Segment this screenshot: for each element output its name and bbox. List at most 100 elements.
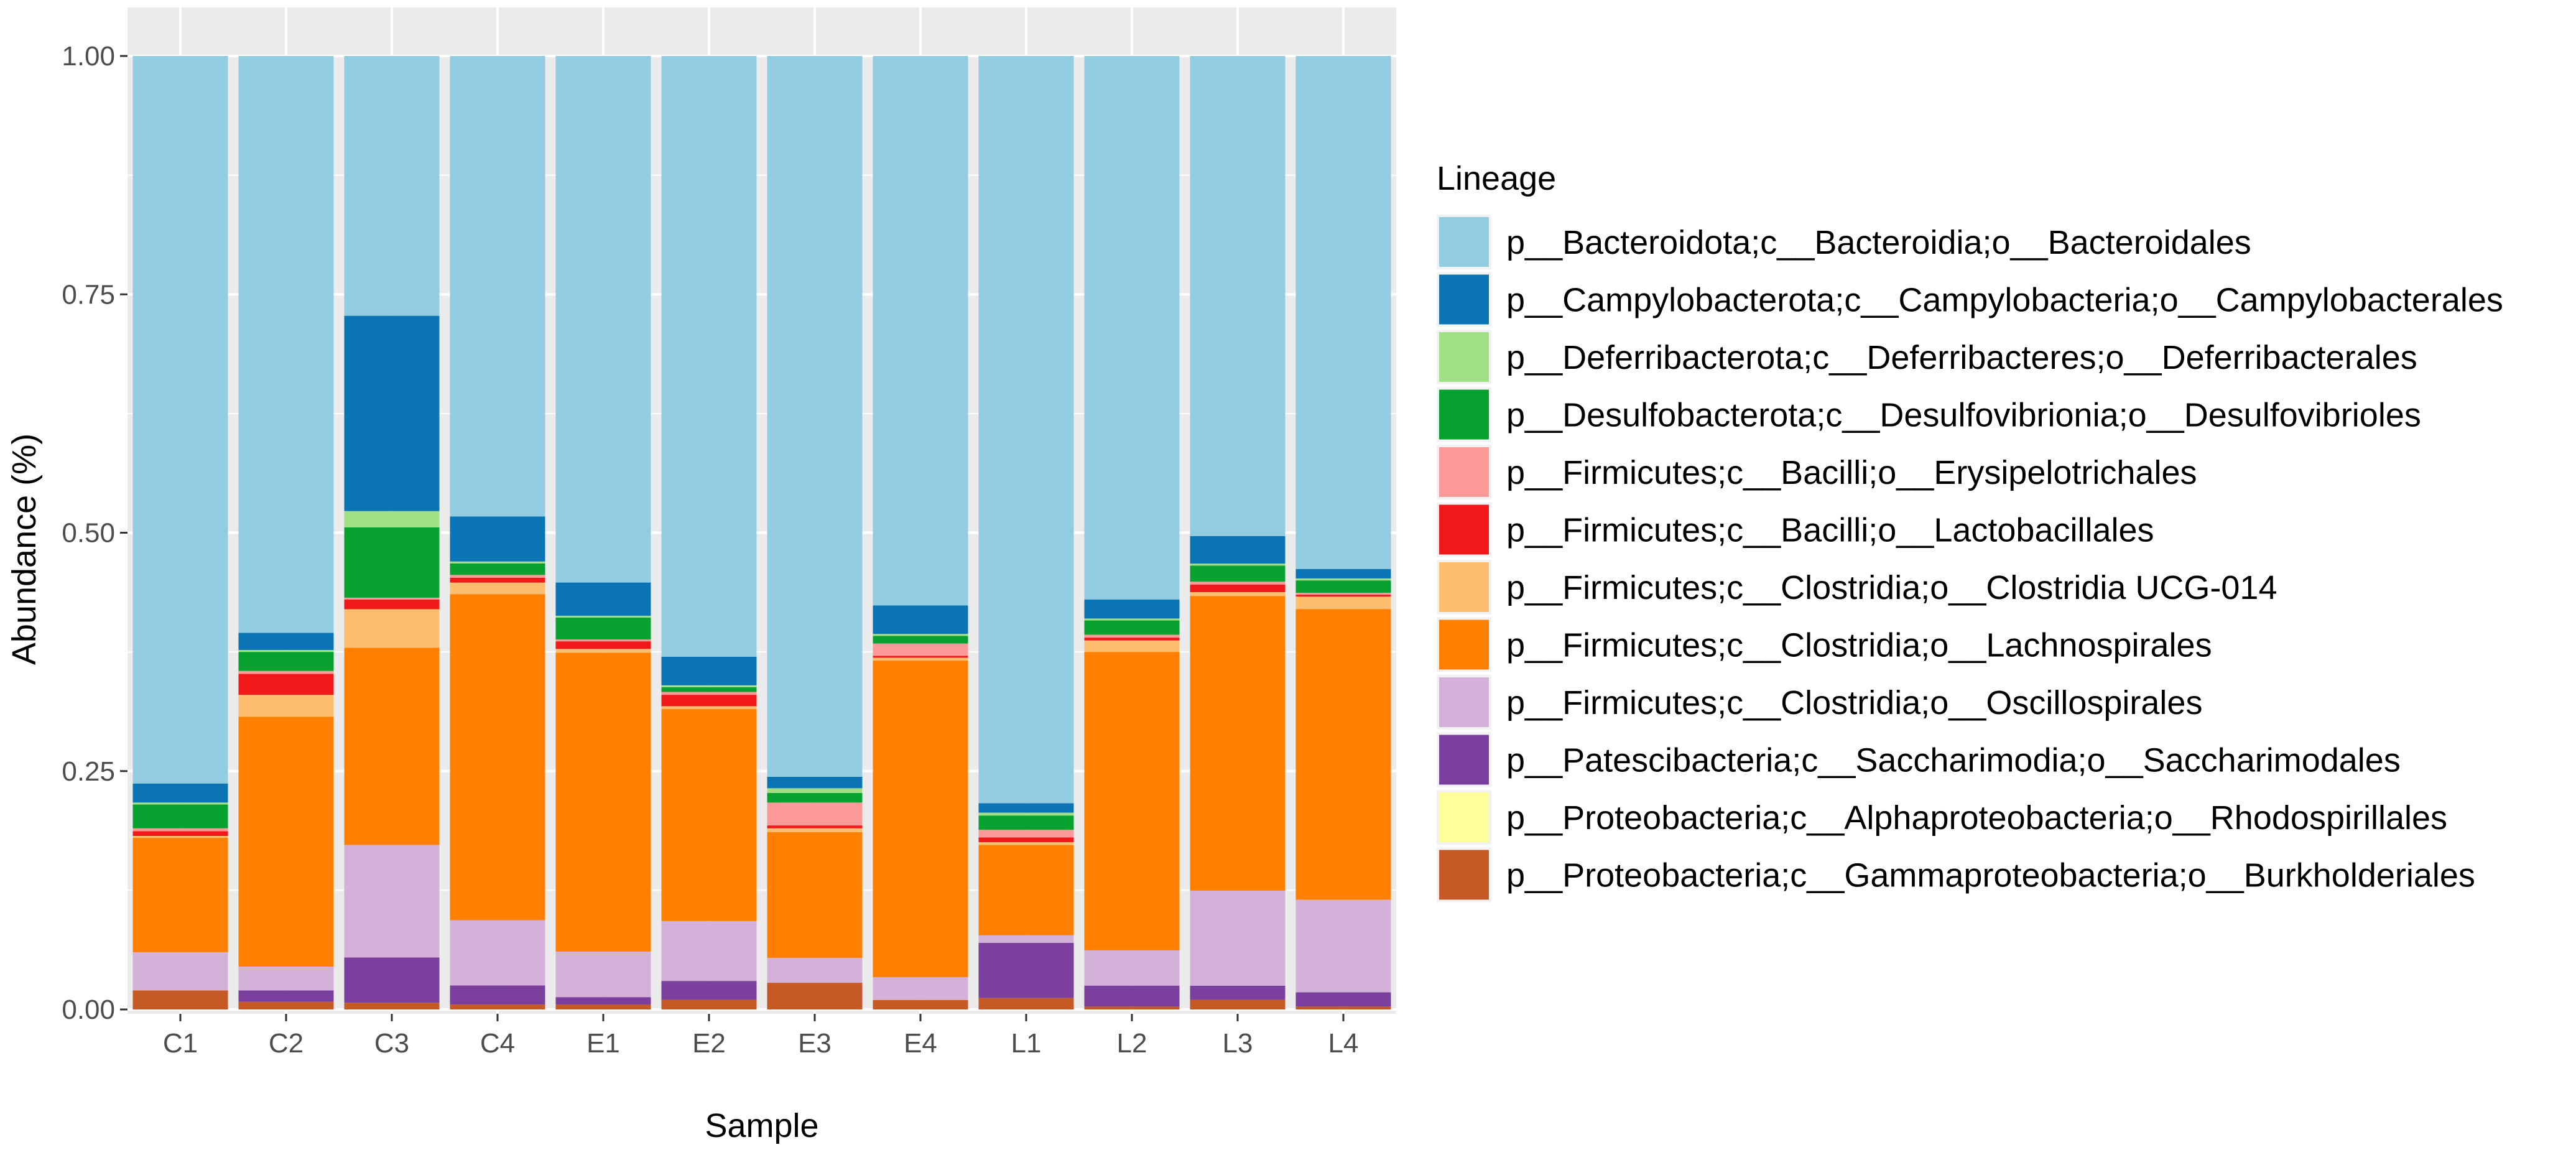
bar-stack-c4 <box>450 56 545 1009</box>
bar-segment <box>978 998 1074 1009</box>
bar-segment <box>132 828 228 832</box>
y-axis: 0.00 0.25 0.50 0.75 1.00 <box>62 41 127 1025</box>
bar-stack-e2 <box>661 56 757 1009</box>
x-tick-label: C2 <box>269 1028 303 1059</box>
legend-label: p__Bacteroidota;c__Bacteroidia;o__Bacter… <box>1506 224 2251 261</box>
bar-segment <box>661 692 757 695</box>
bars <box>132 56 1391 1009</box>
bar-stack-c3 <box>344 56 440 1009</box>
bar-segment <box>450 516 545 562</box>
bar-stack-e4 <box>873 56 968 1009</box>
bar-segment <box>555 649 651 653</box>
bar-segment <box>1084 950 1180 986</box>
bar-segment <box>555 997 651 1005</box>
bar-segment <box>344 609 440 648</box>
legend-item: p__Desulfobacterota;c__Desulfovibrionia;… <box>1437 387 2421 442</box>
bar-segment <box>873 56 968 606</box>
bar-segment <box>132 804 228 828</box>
y-tick-label: 0.75 <box>62 279 115 310</box>
bar-segment <box>1295 568 1391 579</box>
bar-segment <box>978 830 1074 838</box>
bar-segment <box>767 983 863 1009</box>
legend-swatch <box>1439 274 1489 325</box>
legend-label: p__Deferribacterota;c__Deferribacteres;o… <box>1506 339 2417 376</box>
bar-segment <box>238 674 334 695</box>
bar-segment <box>1190 1000 1286 1009</box>
bar-segment <box>1295 578 1391 581</box>
x-tick-label: E3 <box>798 1028 832 1059</box>
bar-segment <box>555 1004 651 1009</box>
bar-segment <box>661 709 757 921</box>
bar-segment <box>767 828 863 832</box>
legend-item: p__Campylobacterota;c__Campylobacteria;o… <box>1437 272 2503 327</box>
bar-segment <box>1084 618 1180 621</box>
bar-segment <box>1295 595 1391 597</box>
bar-segment <box>238 695 334 717</box>
bar-segment <box>978 935 1074 944</box>
bar-segment <box>978 837 1074 842</box>
bar-segment <box>1084 638 1180 641</box>
bar-segment <box>344 1003 440 1009</box>
bar-segment <box>450 582 545 595</box>
bar-segment <box>450 563 545 575</box>
y-tick-label: 0.00 <box>62 995 115 1025</box>
bar-segment <box>873 605 968 634</box>
bar-segment <box>1190 890 1286 986</box>
legend-item: p__Patescibacteria;c__Saccharimodia;o__S… <box>1437 732 2401 787</box>
legend-swatch <box>1439 735 1489 785</box>
legend-label: p__Firmicutes;c__Clostridia;o__Clostridi… <box>1506 569 2277 606</box>
bar-segment <box>450 561 545 564</box>
bar-segment <box>661 687 757 692</box>
bar-segment <box>344 957 440 1003</box>
bar-segment <box>1190 985 1286 1000</box>
bar-segment <box>1190 584 1286 593</box>
bar-segment <box>344 527 440 598</box>
bar-segment <box>978 812 1074 816</box>
x-tick-label: E1 <box>586 1028 620 1059</box>
bar-segment <box>238 1001 334 1009</box>
legend-swatch <box>1439 504 1489 555</box>
bar-segment <box>978 815 1074 830</box>
bar-segment <box>767 788 863 794</box>
bar-segment <box>1084 640 1180 652</box>
bar-segment <box>1190 582 1286 585</box>
x-tick-label: C1 <box>163 1028 198 1059</box>
bar-segment <box>450 594 545 921</box>
minor-gridlines <box>127 174 1396 891</box>
x-axis-title: Sample <box>705 1107 818 1144</box>
bar-segment <box>873 643 968 656</box>
bar-segment <box>1084 1006 1180 1009</box>
bar-segment <box>1084 56 1180 600</box>
x-tick-label: E2 <box>692 1028 726 1059</box>
bar-segment <box>555 615 651 618</box>
bar-segment <box>873 661 968 978</box>
bar-segment <box>1295 609 1391 900</box>
bar-segment <box>238 652 334 671</box>
bar-segment <box>661 706 757 710</box>
bar-segment <box>344 647 440 845</box>
bar-segment <box>661 695 757 707</box>
legend-label: p__Proteobacteria;c__Alphaproteobacteria… <box>1506 799 2447 837</box>
bar-segment <box>1084 599 1180 619</box>
bar-segment <box>132 783 228 803</box>
legend-item: p__Firmicutes;c__Clostridia;o__Lachnospi… <box>1437 617 2212 672</box>
legend-swatch <box>1439 332 1489 382</box>
bar-segment <box>767 56 863 777</box>
legend-label: p__Campylobacterota;c__Campylobacteria;o… <box>1506 282 2503 319</box>
bar-segment <box>1084 652 1180 950</box>
bar-stack-l4 <box>1295 56 1391 1009</box>
bar-segment <box>344 511 440 527</box>
bar-segment <box>555 641 651 649</box>
bar-segment <box>661 656 757 685</box>
legend-label: p__Proteobacteria;c__Gammaproteobacteria… <box>1506 857 2475 894</box>
bar-segment <box>1190 596 1286 891</box>
bar-segment <box>132 831 228 836</box>
x-axis: C1 C2 C3 C4 E1 E2 E3 E4 L1 L2 L3 L4 <box>163 1014 1358 1059</box>
bar-segment <box>132 56 228 784</box>
bar-segment <box>978 943 1074 998</box>
bar-segment <box>1084 620 1180 635</box>
bar-segment <box>450 920 545 986</box>
x-tick-label: L1 <box>1011 1028 1042 1059</box>
legend-item: p__Firmicutes;c__Clostridia;o__Oscillosp… <box>1437 675 2202 730</box>
